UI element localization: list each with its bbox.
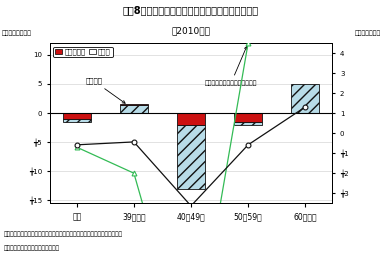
Text: （前年差、％）: （前年差、％） [354, 30, 381, 36]
Bar [120, 105, 148, 113]
Bar [177, 113, 205, 125]
Bar [120, 104, 148, 105]
Bar [63, 113, 91, 119]
Text: （注）消費支出は二人以上世帯、谯蓄率（黒字率）は二人以上の勤労者世帯: （注）消費支出は二人以上世帯、谯蓄率（黒字率）は二人以上の勤労者世帯 [4, 232, 123, 237]
Bar [63, 119, 91, 122]
Bar [291, 84, 319, 113]
Bar [177, 125, 205, 189]
Text: 図袆8　高校授業料無償化時の年齢階級別消費支出: 図袆8 高校授業料無償化時の年齢階級別消費支出 [123, 5, 259, 15]
Text: （資料）総務省統計局「家計調査」: （資料）総務省統計局「家計調査」 [4, 246, 60, 251]
Text: （2010年）: （2010年） [172, 27, 210, 36]
Bar [234, 122, 262, 125]
Text: 谯蓄率（黒字率、右・逆目盛）: 谯蓄率（黒字率、右・逆目盛） [205, 46, 257, 86]
Bar [234, 113, 262, 122]
Text: （前年差、万円）: （前年差、万円） [2, 30, 32, 36]
Text: 消費支出: 消費支出 [86, 78, 125, 103]
Legend: 高校授業料, その他: 高校授業料, その他 [53, 47, 113, 57]
